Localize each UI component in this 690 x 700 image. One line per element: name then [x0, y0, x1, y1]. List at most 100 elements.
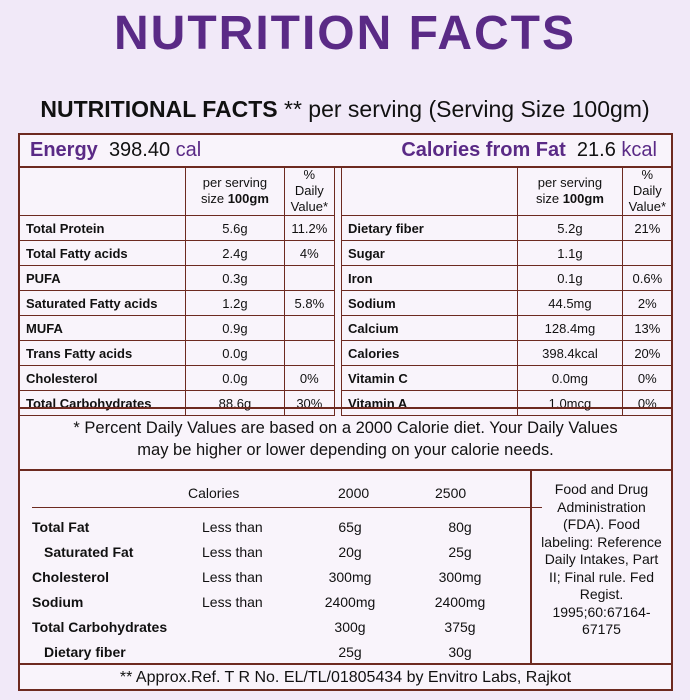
nutrient-name: PUFA	[18, 265, 187, 291]
nutrient-daily-value	[283, 265, 336, 291]
nutrient-amount: 88.6g	[185, 390, 285, 416]
nutrient-daily-value: 0.6%	[621, 265, 674, 291]
reference-name: Cholesterol	[32, 569, 110, 585]
nutrient-amount: 128.4mg	[517, 315, 623, 341]
nutrient-amount: 1.1g	[517, 240, 623, 266]
nutrient-name: Dietary fiber	[340, 215, 519, 241]
table-row: Sugar 1.1g	[340, 240, 674, 266]
energy-unit: cal	[175, 139, 202, 161]
nutrient-amount: 0.3g	[185, 265, 285, 291]
table-row: PUFA 0.3g	[18, 265, 336, 291]
reference-row: Cholesterol Less than 300mg 300mg	[20, 569, 530, 593]
reference-2500: 30g	[448, 644, 472, 660]
nutrient-daily-value: 5.8%	[283, 290, 336, 316]
nutrient-name: Vitamin A	[340, 390, 519, 416]
serving-text: size	[535, 191, 563, 206]
reference-2000: 2400mg	[324, 594, 376, 610]
daily-value-note: * Percent Daily Values are based on a 20…	[20, 407, 671, 471]
nutrient-daily-value	[283, 315, 336, 341]
reference-row: Total Carbohydrates 300g 375g	[20, 619, 530, 643]
calories-from-fat-unit: kcal	[621, 139, 657, 161]
nutrient-daily-value: 13%	[621, 315, 674, 341]
nutrient-daily-value: 21%	[621, 215, 674, 241]
nutrient-amount: 0.9g	[185, 315, 285, 341]
reference-limit: Less than	[202, 569, 263, 585]
serving-text: size	[200, 191, 228, 206]
reference-name: Saturated Fat	[44, 544, 134, 560]
calories-from-fat-value: 21.6	[576, 139, 616, 161]
page-title: NUTRITION FACTS	[114, 7, 576, 60]
nutrition-panel: Energy 398.40 cal Calories from Fat 21.6…	[18, 133, 674, 691]
header-row: per serving size 100gm% Daily Value*	[18, 166, 336, 216]
serving-text: per serving	[202, 175, 268, 190]
reference-2500: 80g	[448, 519, 472, 535]
dv-text: % Daily	[632, 167, 662, 198]
table-row: Saturated Fatty acids 1.2g 5.8%	[18, 290, 336, 316]
reference-col-header: Calories	[188, 485, 240, 501]
table-row: MUFA 0.9g	[18, 315, 336, 341]
reference-name: Dietary fiber	[44, 644, 126, 660]
dv-text: Value*	[290, 199, 328, 214]
note-line: * Percent Daily Values are based on a 20…	[73, 419, 618, 437]
table-row: Vitamin C 0.0mg 0%	[340, 365, 674, 391]
nutrient-amount: 0.0g	[185, 340, 285, 366]
table-row: Sodium 44.5mg 2%	[340, 290, 674, 316]
blank-header	[340, 166, 519, 216]
nutrient-amount: 0.1g	[517, 265, 623, 291]
reference-limit: Less than	[202, 594, 263, 610]
nutrient-amount: 5.2g	[517, 215, 623, 241]
nutrient-name: Sugar	[340, 240, 519, 266]
daily-value-header: % Daily Value*	[283, 166, 336, 216]
reference-col-header: 2000	[338, 485, 370, 501]
calories-from-fat-label: Calories from Fat	[401, 139, 566, 161]
reference-2500: 375g	[444, 619, 476, 635]
reference-row: Dietary fiber 25g 30g	[20, 644, 530, 668]
table-row: Total Protein 5.6g 11.2%	[18, 215, 336, 241]
nutrient-name: Calcium	[340, 315, 519, 341]
nutrient-name: MUFA	[18, 315, 187, 341]
reference-name: Sodium	[32, 594, 84, 610]
nutrient-name: Total Carbohydrates	[18, 390, 187, 416]
reference-row: Sodium Less than 2400mg 2400mg	[20, 594, 530, 618]
reference-limit: Less than	[202, 544, 263, 560]
nutrient-amount: 2.4g	[185, 240, 285, 266]
blank-header	[18, 166, 187, 216]
serving-bold: 100gm	[562, 191, 604, 206]
reference-2000: 20g	[338, 544, 362, 560]
fda-citation: Food and Drug Administration (FDA). Food…	[530, 471, 671, 663]
reference-row: Total Fat Less than 65g 80g	[20, 519, 530, 543]
table-row: Calories 398.4kcal 20%	[340, 340, 674, 366]
table-row: Total Carbohydrates 88.6g 30%	[18, 390, 336, 416]
note-line: may be higher or lower depending on your…	[137, 441, 554, 459]
nutrient-name: Sodium	[340, 290, 519, 316]
subtitle-bold: NUTRITIONAL FACTS	[40, 96, 278, 122]
reference-2500: 25g	[448, 544, 472, 560]
nutrient-amount: 44.5mg	[517, 290, 623, 316]
reference-2500: 300mg	[438, 569, 482, 585]
reference-2000: 25g	[338, 644, 362, 660]
reference-2000: 300mg	[328, 569, 372, 585]
header-row: per serving size 100gm % Daily Value*	[340, 166, 674, 216]
nutrient-daily-value: 30%	[283, 390, 336, 416]
right-nutrient-table: per serving size 100gm % Daily Value* Dietar…	[340, 166, 674, 416]
nutrient-daily-value: 0%	[283, 365, 336, 391]
reference-2000: 65g	[338, 519, 362, 535]
nutrient-name: Cholesterol	[18, 365, 187, 391]
reference-name: Total Fat	[32, 519, 90, 535]
reference-table: Calories 2000 2500 Total Fat Less than 65g 80…	[20, 471, 542, 663]
per-serving-header: per serving size 100gm	[185, 166, 285, 216]
dv-text: Value*	[628, 199, 666, 214]
reference-2000: 300g	[334, 619, 366, 635]
serving-text: per serving	[537, 175, 603, 190]
reference-row: Saturated Fat Less than 20g 25g	[20, 544, 530, 568]
energy-label: Energy	[30, 139, 98, 161]
nutrient-daily-value	[621, 240, 674, 266]
nutrient-amount: 5.6g	[185, 215, 285, 241]
energy-value: 398.40	[108, 139, 171, 161]
nutrient-amount: 0.0g	[185, 365, 285, 391]
nutrient-daily-value: 11.2%	[283, 215, 336, 241]
reference-name: Total Carbohydrates	[32, 619, 168, 635]
daily-value-header: % Daily Value*	[621, 166, 674, 216]
nutrient-daily-value: 20%	[621, 340, 674, 366]
table-row: Cholesterol 0.0g 0%	[18, 365, 336, 391]
